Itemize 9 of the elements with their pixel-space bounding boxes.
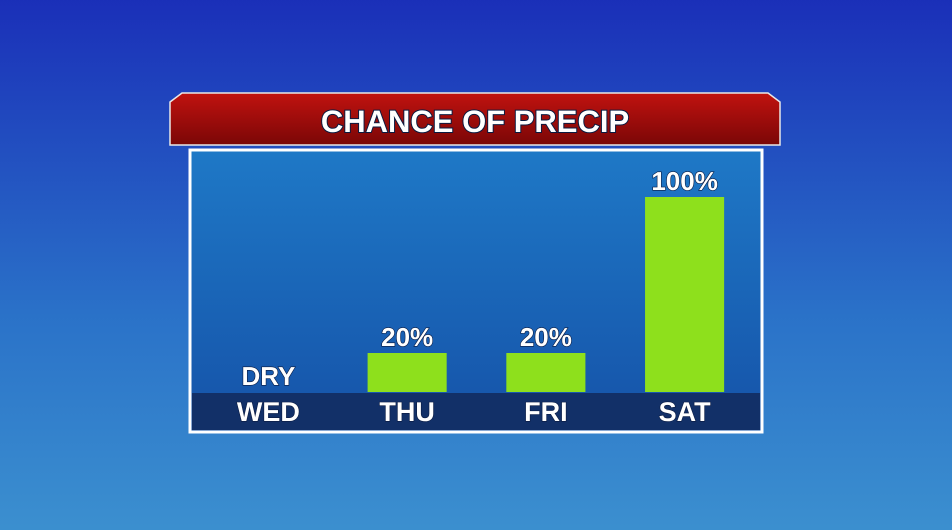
x-tick-label: THU (379, 397, 435, 427)
data-label: 20% (520, 322, 572, 352)
data-label: 100% (651, 166, 718, 196)
x-tick-label: WED (236, 397, 300, 427)
x-tick-label: FRI (524, 397, 568, 427)
data-label: DRY (241, 361, 296, 391)
chart-title: CHANCE OF PRECIP (320, 104, 630, 139)
data-label: 20% (381, 322, 434, 352)
x-tick-label: SAT (658, 397, 712, 427)
